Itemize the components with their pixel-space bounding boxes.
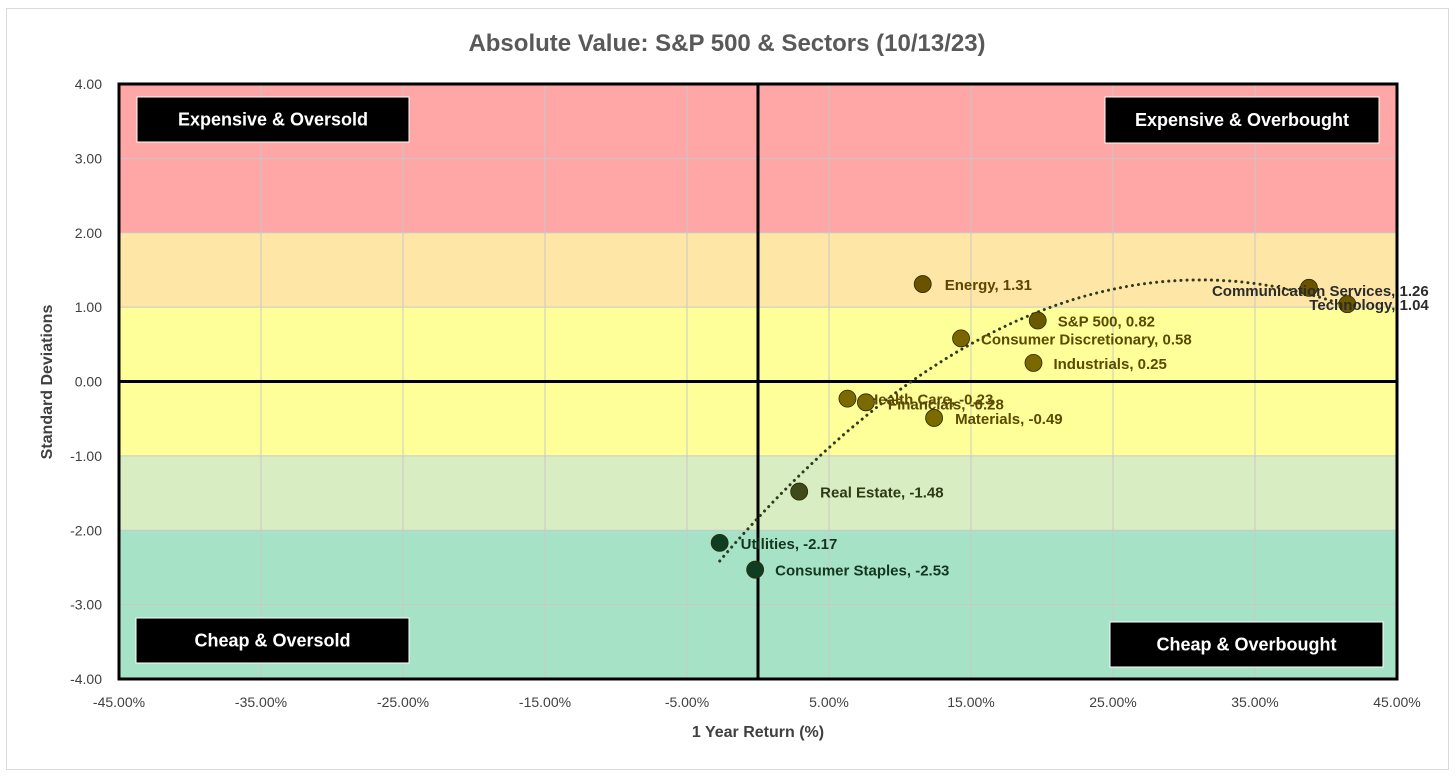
quadrant-label-top-left: Expensive & Oversold — [178, 110, 368, 130]
point-energy[interactable] — [913, 275, 932, 293]
y-tick-label: 0.00 — [75, 374, 102, 390]
point-label: Real Estate, -1.48 — [820, 485, 943, 502]
x-tick-label: -15.00% — [519, 694, 571, 710]
gridlines — [117, 82, 1399, 681]
y-axis-ticks: 4.00 3.00 2.00 1.00 0.00 -1.00 -2.00 -3.00 -4.00 — [70, 76, 102, 687]
x-tick-label: -45.00% — [93, 694, 145, 710]
y-tick-label: -4.00 — [70, 671, 102, 687]
y-tick-label: 3.00 — [75, 150, 102, 166]
x-tick-label: -5.00% — [665, 694, 709, 710]
point-consumer-staples[interactable] — [746, 560, 765, 579]
y-tick-label: 2.00 — [75, 225, 102, 241]
quadrant-box-bottom-left — [135, 617, 410, 664]
quadrant-label-top-right: Expensive & Overbought — [1135, 110, 1349, 130]
y-tick-label: 1.00 — [75, 299, 102, 315]
point-materials[interactable] — [925, 409, 943, 427]
point-label: Industrials, 0.25 — [1053, 356, 1166, 373]
point-consumer-discretionary[interactable] — [952, 329, 970, 348]
point-real-estate[interactable] — [790, 482, 809, 501]
point-label: Utilities, -2.17 — [741, 536, 838, 553]
trendline — [718, 278, 1335, 563]
point-financials[interactable] — [857, 393, 875, 412]
point-label: Energy, 1.31 — [945, 277, 1032, 294]
x-tick-label: 45.00% — [1373, 694, 1420, 710]
x-tick-label: 25.00% — [1089, 694, 1136, 710]
x-tick-label: 35.00% — [1231, 694, 1278, 710]
point-label: Materials, -0.49 — [955, 411, 1063, 428]
x-tick-label: 5.00% — [809, 694, 849, 710]
point-industrials[interactable] — [1024, 354, 1043, 372]
x-axis-ticks: -45.00% -35.00% -25.00% -15.00% -5.00% 5.00% 1… — [93, 694, 1421, 710]
x-tick-label: -35.00% — [235, 694, 287, 710]
quadrant-box-bottom-right — [1109, 621, 1384, 668]
point-label: Health Care, -0.23 — [867, 392, 993, 409]
point-label: Consumer Discretionary, 0.58 — [981, 331, 1192, 348]
quadrant-box-top-left — [136, 96, 410, 143]
point-label: Consumer Staples, -2.53 — [775, 563, 949, 580]
quadrant-labels: Expensive & Oversold Expensive & Overboug… — [135, 96, 1384, 668]
y-axis-title: Standard Deviations — [39, 305, 56, 460]
point-label: Communication Services, 1.26 — [1212, 283, 1429, 300]
chart-title: Absolute Value: S&P 500 & Sectors (10/13… — [468, 30, 985, 57]
point-label: Financials, -0.28 — [888, 396, 1004, 413]
point-s-p-500[interactable] — [1028, 311, 1047, 330]
trendline-curve — [718, 278, 1335, 563]
point-label: S&P 500, 0.82 — [1058, 314, 1155, 331]
point-health-care[interactable] — [838, 389, 857, 408]
x-tick-label: -25.00% — [377, 694, 429, 710]
y-tick-label: -2.00 — [70, 522, 102, 538]
point-communication-services[interactable] — [1300, 278, 1318, 297]
point-label: Technology, 1.04 — [1309, 297, 1429, 314]
quadrant-box-top-right — [1104, 96, 1380, 144]
quadrant-label-bottom-right: Cheap & Overbought — [1156, 635, 1336, 655]
y-tick-label: -3.00 — [70, 597, 102, 613]
x-axis-title: 1 Year Return (%) — [692, 724, 824, 741]
quadrant-label-bottom-left: Cheap & Oversold — [194, 631, 350, 651]
x-tick-label: 15.00% — [947, 694, 994, 710]
y-tick-label: 4.00 — [75, 76, 102, 92]
point-utilities[interactable] — [710, 533, 729, 552]
y-tick-label: -1.00 — [70, 448, 102, 464]
point-technology[interactable] — [1338, 295, 1357, 314]
